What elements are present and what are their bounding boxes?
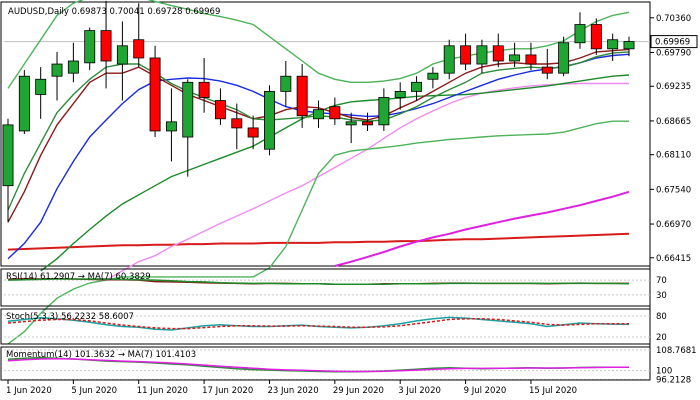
candle-body bbox=[345, 121, 357, 126]
candle-body bbox=[607, 39, 619, 50]
current-price-label: 0.69969 bbox=[655, 38, 690, 48]
candle-body bbox=[411, 81, 423, 92]
indicator-tick-label: 96.2128 bbox=[656, 375, 691, 385]
overlay-line-8 bbox=[7, 120, 629, 345]
candle-body bbox=[100, 30, 112, 62]
candle-body bbox=[509, 54, 521, 62]
candle-body bbox=[378, 97, 390, 126]
candle-body bbox=[165, 121, 177, 132]
x-tick-label: 3 Jul 2020 bbox=[398, 386, 441, 396]
y-tick-label: 0.69790 bbox=[656, 48, 691, 58]
candle-body bbox=[149, 57, 161, 132]
price-panel[interactable]: 0.70360 0.69790 0.69235 0.68665 0.68110 0.675… bbox=[0, 0, 698, 380]
x-tick-label: 17 Jun 2020 bbox=[202, 386, 253, 396]
x-tick-label: 9 Jul 2020 bbox=[464, 386, 507, 396]
candle-body bbox=[313, 109, 324, 120]
candle-body bbox=[35, 78, 47, 95]
candle-body bbox=[2, 124, 14, 187]
candle-body bbox=[84, 30, 96, 64]
indicator-tick-label: 20 bbox=[656, 333, 667, 343]
overlay-line-1 bbox=[334, 190, 630, 267]
candle-body bbox=[67, 60, 79, 74]
candle-body bbox=[476, 45, 488, 65]
x-tick-label: 1 Jun 2020 bbox=[6, 386, 52, 396]
candle-body bbox=[264, 91, 275, 150]
overlay-line-7 bbox=[7, 0, 630, 89]
time-axis: 1 Jun 2020 5 Jun 2020 11 Jun 2020 17 Jun 20… bbox=[1, 379, 650, 396]
candle-body bbox=[574, 24, 586, 44]
candle-body bbox=[133, 39, 145, 59]
candle-body bbox=[18, 75, 30, 132]
overlay-line-0 bbox=[7, 232, 630, 251]
indicator-panel-frame bbox=[0, 308, 651, 345]
candle-body bbox=[443, 45, 455, 74]
candle-body bbox=[51, 63, 63, 77]
candle-body bbox=[558, 42, 570, 74]
candle-body bbox=[541, 66, 553, 74]
x-tick-label: 15 Jul 2020 bbox=[529, 386, 577, 396]
candle-body bbox=[427, 72, 439, 80]
candle-body bbox=[296, 75, 308, 117]
candle-body bbox=[247, 127, 259, 138]
indicator-tick-label: 80 bbox=[656, 312, 667, 322]
indicator-label: Momentum(14) 101.3632 → MA(7) 101.4103 bbox=[6, 350, 196, 360]
y-tick-label: 0.66415 bbox=[656, 254, 691, 264]
y-tick-label: 0.67540 bbox=[656, 185, 691, 195]
candle-body bbox=[590, 24, 602, 50]
x-tick-label: 11 Jun 2020 bbox=[137, 386, 188, 396]
y-tick-label: 0.66970 bbox=[656, 220, 691, 230]
candle-body bbox=[525, 54, 537, 65]
candle-body bbox=[460, 45, 472, 65]
y-tick-label: 0.68665 bbox=[656, 117, 691, 127]
candle-body bbox=[280, 75, 292, 92]
candle-body bbox=[116, 45, 128, 65]
indicator-tick-label: 70 bbox=[656, 276, 667, 286]
indicator-tick-label: 108.7681 bbox=[656, 346, 697, 356]
indicator-line-0-1 bbox=[7, 278, 630, 285]
candle-body bbox=[492, 45, 504, 62]
candle-body bbox=[394, 91, 406, 98]
indicator-tick-label: 30 bbox=[656, 291, 667, 301]
x-tick-label: 5 Jun 2020 bbox=[71, 386, 117, 396]
current-price-box bbox=[650, 35, 698, 49]
indicator-line-1-1 bbox=[7, 318, 629, 330]
indicator-tick-label: 100 bbox=[656, 367, 672, 377]
indicator-panel-frame bbox=[0, 268, 651, 307]
candle-body bbox=[329, 106, 341, 120]
indicator-line-2-1 bbox=[7, 358, 629, 373]
candle-body bbox=[214, 100, 226, 120]
y-tick-label: 0.68110 bbox=[656, 151, 691, 161]
candle-body bbox=[362, 121, 373, 126]
candle-body bbox=[198, 81, 210, 98]
symbol-title: AUDUSD,Daily 0.69873 0.70041 0.69728 0.6… bbox=[8, 7, 220, 17]
y-tick-label: 0.69235 bbox=[656, 82, 691, 92]
candle-body bbox=[623, 41, 635, 50]
x-tick-label: 23 Jun 2020 bbox=[267, 386, 318, 396]
overlay-line-5 bbox=[7, 48, 630, 223]
indicator-label: RSI(14) 61.2907 → MA(7) 60.3829 bbox=[6, 272, 151, 282]
indicator-panels: 70 30 RSI(14) 61.2907 → MA(7) 60.3829 80 20 S… bbox=[0, 268, 697, 385]
y-tick-label: 0.70360 bbox=[656, 14, 691, 24]
candle-body bbox=[231, 118, 243, 129]
indicator-label: Stoch(5,3,3) 56.2232 58.6007 bbox=[6, 312, 134, 322]
x-tick-label: 29 Jun 2020 bbox=[333, 386, 384, 396]
candle-body bbox=[182, 81, 194, 138]
